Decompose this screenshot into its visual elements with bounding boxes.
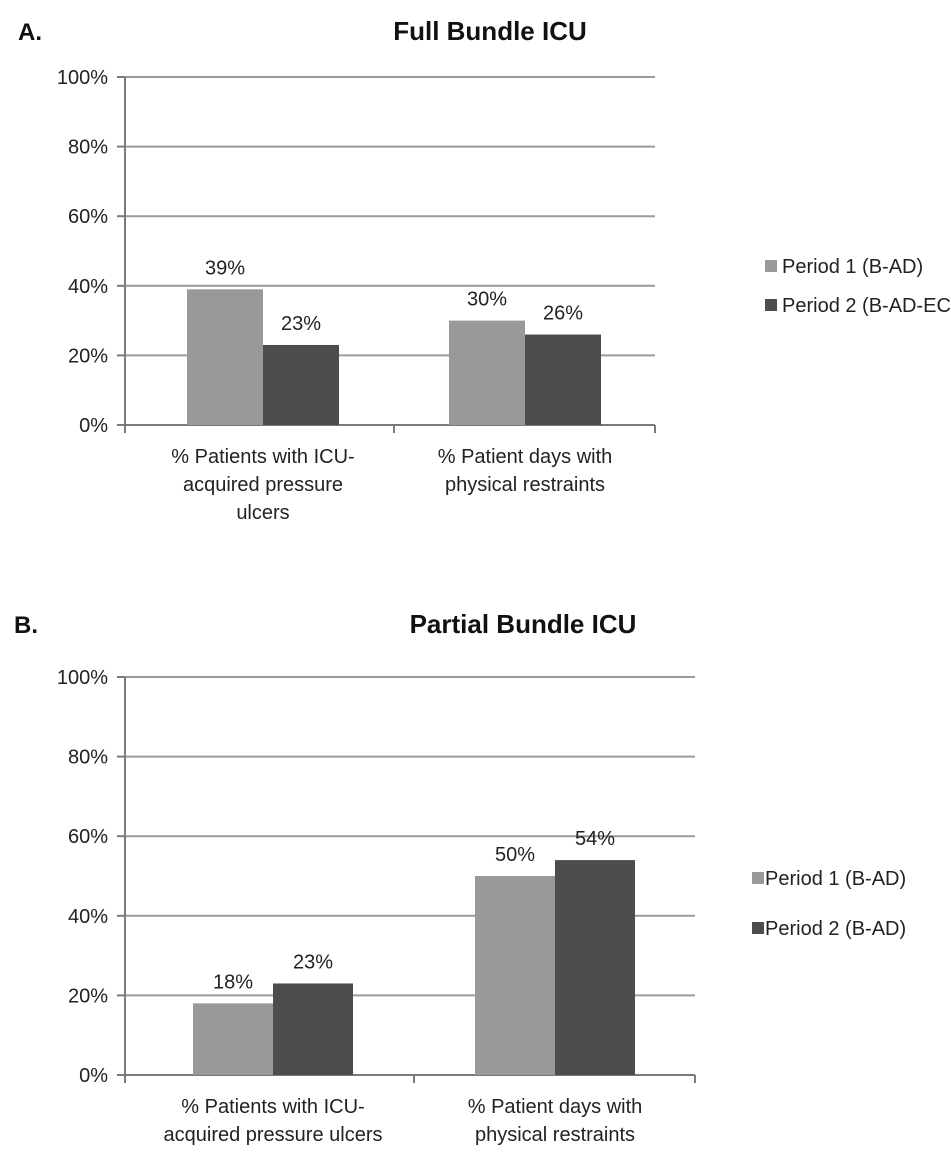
x-category-label: % Patients with ICU-: [171, 446, 354, 468]
y-tick-label: 20%: [68, 345, 108, 367]
y-tick-label: 100%: [57, 667, 108, 689]
data-label: 30%: [467, 289, 507, 311]
y-tick-label: 80%: [68, 137, 108, 159]
y-tick-label: 0%: [79, 1065, 108, 1087]
y-tick-label: 60%: [68, 206, 108, 228]
legend-swatch-series1: [752, 872, 764, 884]
panel-letter: B.: [14, 612, 38, 639]
bar-series1-cat1: [187, 289, 263, 425]
y-tick-label: 20%: [68, 985, 108, 1007]
x-category-label: % Patients with ICU-: [181, 1096, 364, 1118]
bar-series2-cat2: [525, 334, 601, 425]
data-label: 39%: [205, 257, 245, 279]
bar-series1-cat2: [475, 876, 555, 1075]
data-label: 54%: [575, 828, 615, 850]
legend-swatch-series1: [765, 260, 777, 272]
legend-swatch-series2: [752, 922, 764, 934]
legend-label: Period 2 (B-AD-EC): [782, 295, 951, 317]
panel-letter: A.: [18, 19, 42, 46]
data-label: 23%: [293, 951, 333, 973]
legend-label: Period 1 (B-AD): [765, 868, 906, 890]
y-tick-label: 100%: [57, 67, 108, 89]
x-category-label: ulcers: [236, 502, 289, 524]
data-label: 50%: [495, 844, 535, 866]
x-category-label: % Patient days with: [438, 446, 613, 468]
legend-swatch-series2: [765, 299, 777, 311]
x-category-label: physical restraints: [475, 1124, 635, 1146]
legend-label: Period 2 (B-AD): [765, 918, 906, 940]
bar-series2-cat1: [273, 983, 353, 1075]
chart-panel-b: B. Partial Bundle ICU 0% 20% 40% 60% 80% 100% 18…: [14, 609, 906, 1146]
legend-label: Period 1 (B-AD): [782, 256, 923, 278]
y-tick-label: 40%: [68, 276, 108, 298]
x-category-label: % Patient days with: [468, 1096, 643, 1118]
y-tick-label: 80%: [68, 747, 108, 769]
chart-title: Full Bundle ICU: [393, 16, 587, 46]
bar-series2-cat2: [555, 860, 635, 1075]
x-category-label: acquired pressure: [183, 474, 343, 496]
y-tick-label: 40%: [68, 906, 108, 928]
y-tick-label: 0%: [79, 415, 108, 437]
bar-series2-cat1: [263, 344, 339, 425]
x-category-label: physical restraints: [445, 474, 605, 496]
chart-title: Partial Bundle ICU: [410, 609, 637, 639]
bar-series1-cat2: [449, 320, 525, 425]
x-category-label: acquired pressure ulcers: [164, 1124, 383, 1146]
data-label: 18%: [213, 971, 253, 993]
chart-panel-a: A. Full Bundle ICU 0% 20% 40% 60% 80% 100% 39% 30…: [18, 16, 951, 524]
data-label: 23%: [281, 313, 321, 335]
bar-series1-cat1: [193, 1003, 273, 1075]
data-label: 26%: [543, 303, 583, 325]
y-tick-label: 60%: [68, 826, 108, 848]
